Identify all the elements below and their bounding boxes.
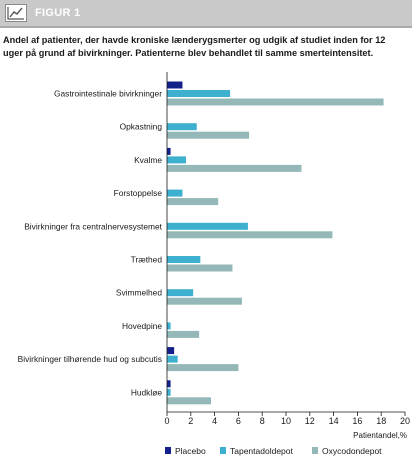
legend-swatch-tapentadoldepot: [220, 447, 226, 454]
chart-subtitle: Andel af patienter, der havde kroniske l…: [3, 34, 407, 60]
bar-oxycodondepot: [167, 297, 242, 305]
subtitle-text-end: på grund af bivirkninger. Patienterne bl…: [22, 48, 374, 58]
bar-tapentadoldepot: [167, 123, 197, 131]
bar-oxycodondepot: [167, 98, 384, 106]
bar-oxycodondepot: [167, 164, 302, 172]
category-label: Forstoppelse: [114, 188, 163, 198]
subtitle-text-bold: 12 uger: [3, 35, 386, 58]
subtitle-text-start: Andel af patienter, der havde kroniske l…: [3, 35, 376, 45]
x-tick-label: 10: [281, 416, 291, 426]
bar-tapentadoldepot: [167, 322, 171, 330]
x-tick-label: 6: [236, 416, 241, 426]
bar-oxycodondepot: [167, 364, 239, 372]
bar-oxycodondepot: [167, 198, 219, 206]
bar-placebo: [167, 147, 171, 155]
bar-tapentadoldepot: [167, 256, 201, 263]
legend-swatch-placebo: [165, 447, 171, 454]
category-label: Træthed: [131, 255, 163, 265]
x-tick-label: 0: [164, 416, 169, 426]
category-label: Bivirkninger tilhørende hud og subcutis: [18, 354, 162, 364]
x-tick-label: 8: [260, 416, 265, 426]
legend-label: Oxycodondepot: [322, 446, 382, 456]
figure-title: FIGUR 1: [35, 7, 81, 19]
bar-oxycodondepot: [167, 264, 233, 272]
bar-tapentadoldepot: [167, 355, 178, 363]
x-axis-label: Patientandel,%: [353, 431, 407, 440]
category-label: Bivirkninger fra centralnervesystemet: [24, 221, 162, 231]
x-tick-label: 18: [376, 416, 386, 426]
bar-placebo: [167, 347, 175, 355]
legend-label: Placebo: [175, 446, 206, 456]
category-label: Gastrointestinale bivirkninger: [54, 89, 162, 99]
x-tick-label: 12: [305, 416, 315, 426]
legend-label: Tapentadoldepot: [230, 446, 294, 456]
figure-header: FIGUR 1: [0, 0, 412, 28]
category-label: Svimmelhed: [116, 288, 162, 298]
bar-tapentadoldepot: [167, 388, 171, 396]
bar-oxycodondepot: [167, 397, 212, 405]
category-label: Opkastning: [120, 122, 163, 132]
x-tick-label: 14: [329, 416, 339, 426]
x-tick-label: 16: [352, 416, 362, 426]
bar-placebo: [167, 81, 183, 89]
x-tick-label: 2: [188, 416, 193, 426]
bar-placebo: [167, 380, 171, 388]
category-label: Hovedpine: [122, 321, 162, 331]
category-label: Hudkløe: [131, 387, 163, 397]
bar-tapentadoldepot: [167, 289, 194, 297]
bar-tapentadoldepot: [167, 189, 183, 197]
x-tick-label: 20: [400, 416, 410, 426]
bar-oxycodondepot: [167, 330, 200, 338]
x-tick-label: 4: [212, 416, 217, 426]
line-chart-icon: [5, 4, 27, 22]
bar-tapentadoldepot: [167, 222, 248, 230]
category-label: Kvalme: [134, 155, 162, 165]
legend-swatch-oxycodondepot: [312, 447, 318, 454]
bar-tapentadoldepot: [167, 156, 187, 164]
bar-tapentadoldepot: [167, 90, 231, 97]
bar-oxycodondepot: [167, 131, 250, 139]
bar-oxycodondepot: [167, 231, 333, 239]
